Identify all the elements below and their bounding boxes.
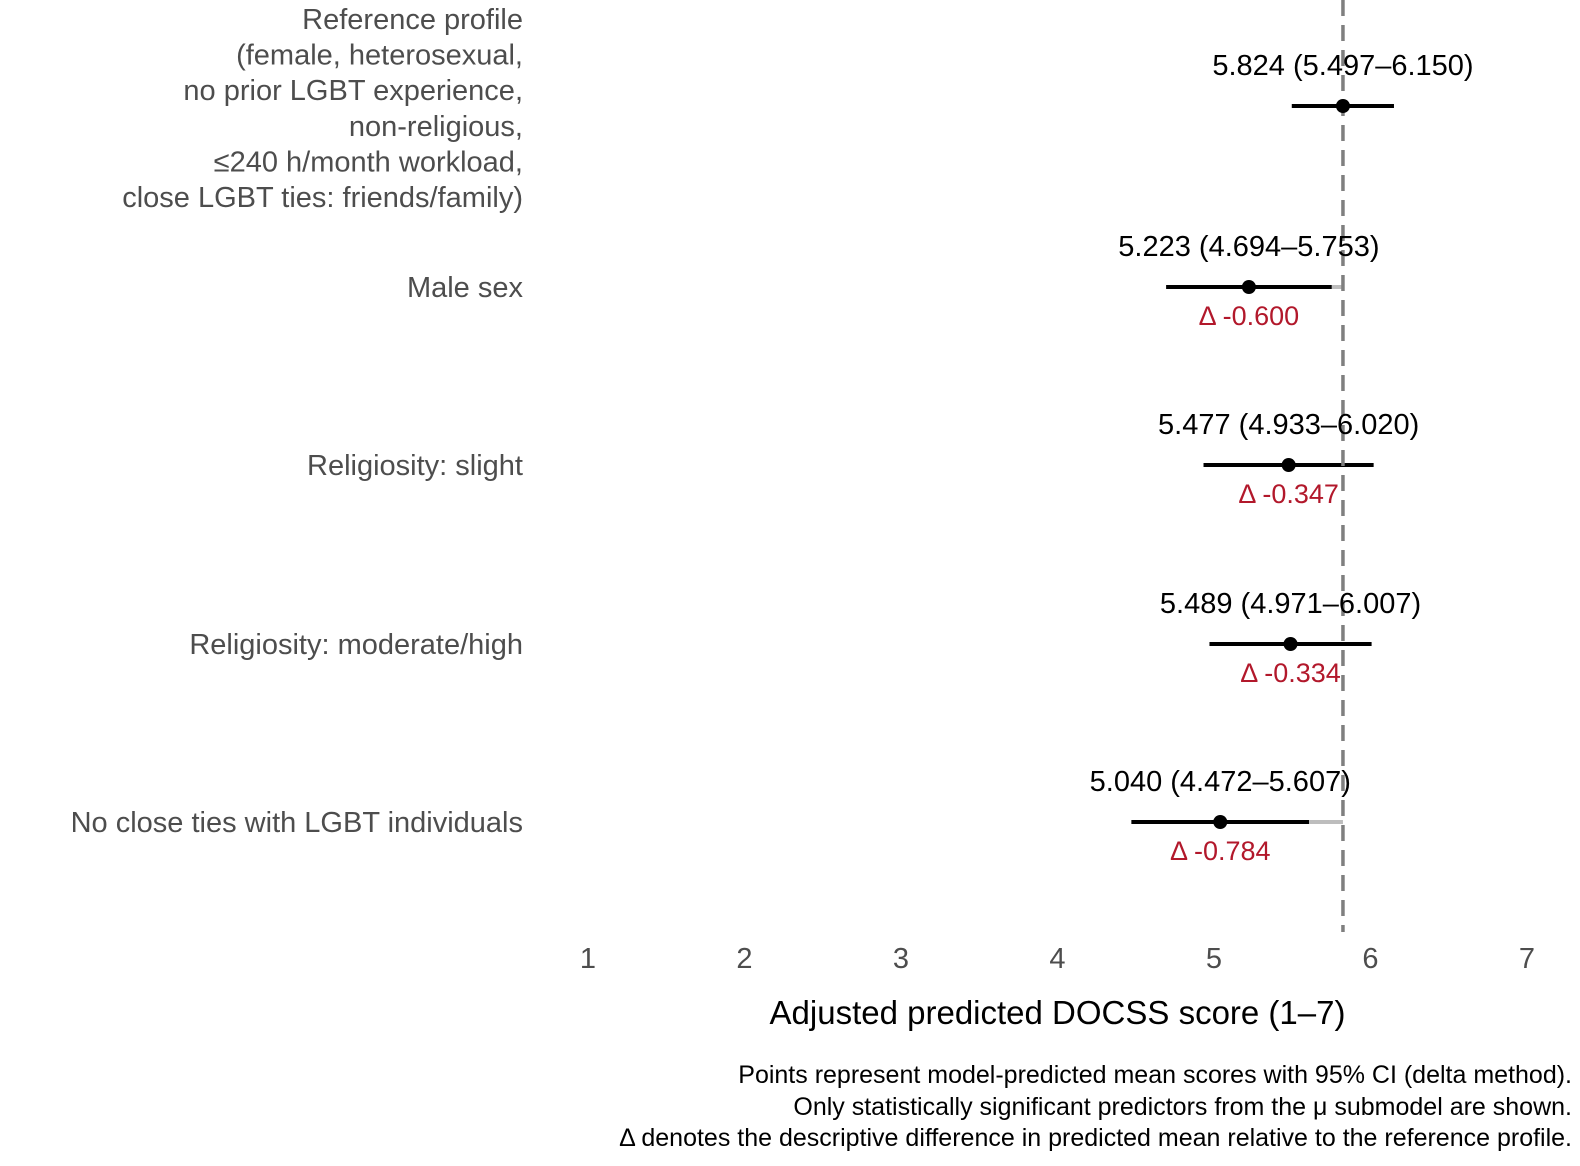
x-tick-label: 6 (1362, 943, 1378, 975)
point-estimate (1281, 458, 1296, 472)
x-tick-label: 3 (893, 943, 909, 975)
x-tick-label: 5 (1206, 943, 1222, 975)
caption-line: Δ denotes the descriptive difference in … (619, 1124, 1572, 1152)
category-label: No close ties with LGBT individuals (71, 807, 523, 839)
x-tick-label: 1 (580, 943, 596, 975)
delta-label: Δ -0.784 (1170, 836, 1271, 866)
x-axis-title: Adjusted predicted DOCSS score (1–7) (770, 994, 1346, 1031)
estimate-label: 5.223 (4.694–5.753) (1118, 231, 1379, 263)
delta-label: Δ -0.347 (1238, 479, 1339, 509)
x-tick-label: 4 (1049, 943, 1065, 975)
category-label: ≤240 h/month workload, (214, 146, 523, 178)
point-estimate (1283, 637, 1298, 651)
delta-label: Δ -0.334 (1240, 658, 1341, 688)
category-label: no prior LGBT experience, (183, 75, 523, 107)
delta-label: Δ -0.600 (1199, 301, 1300, 331)
point-estimate (1241, 280, 1256, 294)
category-label: Reference profile (302, 4, 523, 36)
estimate-label: 5.477 (4.933–6.020) (1158, 409, 1419, 441)
point-estimate (1335, 99, 1350, 113)
caption-line: Only statistically significant predictor… (793, 1093, 1572, 1121)
estimate-label: 5.489 (4.971–6.007) (1160, 588, 1421, 620)
point-estimate (1213, 815, 1228, 829)
category-label: Religiosity: moderate/high (189, 629, 523, 661)
caption-line: Points represent model-predicted mean sc… (738, 1061, 1572, 1089)
x-tick-label: 2 (736, 943, 752, 975)
category-label: (female, heterosexual, (236, 40, 523, 72)
category-label: Male sex (407, 272, 524, 304)
category-label: non-religious, (349, 111, 523, 143)
category-label: Religiosity: slight (307, 450, 523, 482)
estimate-label: 5.040 (4.472–5.607) (1090, 766, 1351, 798)
x-tick-label: 7 (1519, 943, 1535, 975)
category-label: close LGBT ties: friends/family) (122, 182, 523, 214)
estimate-label: 5.824 (5.497–6.150) (1212, 50, 1473, 82)
